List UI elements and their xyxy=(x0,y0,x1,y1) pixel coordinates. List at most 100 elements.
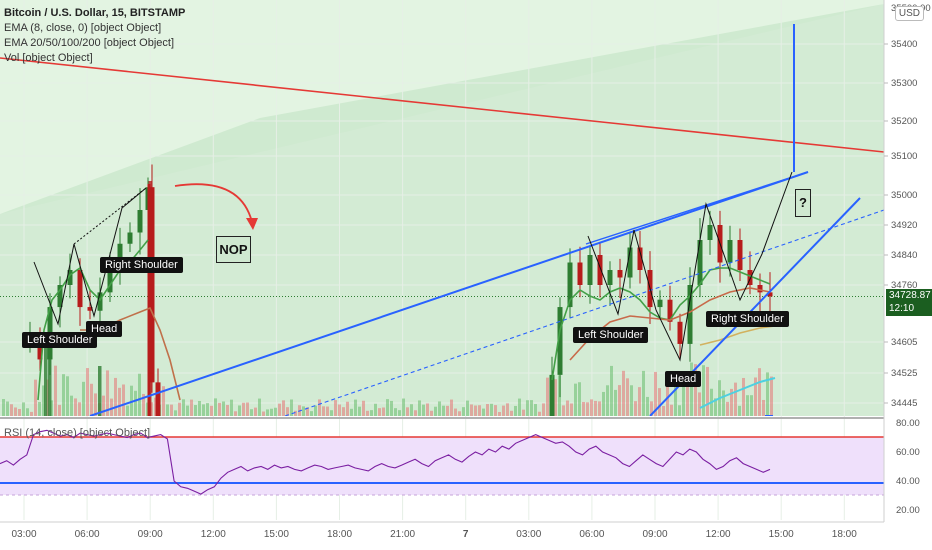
currency-badge[interactable]: USD xyxy=(894,6,924,21)
volume-bar xyxy=(678,405,681,416)
left-shoulder-label-2[interactable]: Left Shoulder xyxy=(573,327,649,343)
candle-body xyxy=(737,240,743,270)
head-label-2[interactable]: Head xyxy=(665,371,702,387)
candle-body xyxy=(627,247,633,278)
legend-title[interactable]: Bitcoin / U.S. Dollar, 15, BITSTAMP xyxy=(4,7,186,19)
chart-legend: Bitcoin / U.S. Dollar, 15, BITSTAMP EMA … xyxy=(4,6,185,66)
volume-bar xyxy=(294,410,297,416)
volume-bar xyxy=(302,406,305,416)
volume-bar xyxy=(250,409,253,416)
volume-bar xyxy=(394,408,397,416)
volume-bar xyxy=(454,408,457,416)
volume-bar xyxy=(526,400,529,416)
volume-bar xyxy=(546,377,549,416)
candle-body xyxy=(137,210,143,233)
right-shoulder-label-2[interactable]: Right Shoulder xyxy=(706,311,789,327)
left-shoulder-label-1[interactable]: Left Shoulder xyxy=(22,332,98,348)
volume-bar xyxy=(182,399,185,416)
volume-bar xyxy=(350,408,353,416)
candle-body xyxy=(155,382,161,416)
volume-bar xyxy=(178,402,181,416)
volume-bar xyxy=(318,399,321,416)
volume-bar xyxy=(386,399,389,416)
volume-bar xyxy=(246,402,249,416)
hs-pattern-right xyxy=(587,171,793,362)
volume-bar xyxy=(606,385,609,416)
volume-bar xyxy=(706,366,709,416)
volume-bar xyxy=(198,400,201,416)
volume-bar xyxy=(482,408,485,416)
candle-body xyxy=(77,270,83,308)
time-axis-tick: 03:00 xyxy=(11,529,36,540)
volume-bar xyxy=(430,410,433,416)
time-axis-tick: 18:00 xyxy=(832,529,857,540)
volume-bar xyxy=(422,404,425,416)
volume-bar xyxy=(222,401,225,416)
candle-body xyxy=(617,270,623,278)
volume-bar xyxy=(26,408,29,416)
rising-wedge-lower xyxy=(89,171,809,416)
volume-bar xyxy=(766,372,769,416)
head-label-1[interactable]: Head xyxy=(86,321,123,337)
candle-body xyxy=(637,247,643,270)
volume-bar xyxy=(630,385,633,416)
candle-body xyxy=(607,270,613,285)
rsi-legend[interactable]: RSI (14, close) [object Object] xyxy=(4,427,151,439)
nop-note[interactable]: NOP xyxy=(216,236,251,263)
volume-bar xyxy=(174,410,177,416)
rising-wedge-upper-1 xyxy=(585,171,809,245)
volume-bar xyxy=(54,365,57,416)
trend-dashed-line xyxy=(284,209,884,416)
volume-bar xyxy=(238,405,241,416)
time-axis-tick: 09:00 xyxy=(138,529,163,540)
price-axis-tick: 35000 xyxy=(891,190,917,201)
volume-bar xyxy=(102,395,105,416)
time-axis-tick: 06:00 xyxy=(75,529,100,540)
time-axis-tick: 15:00 xyxy=(769,529,794,540)
volume-bar xyxy=(230,399,233,416)
volume-bar xyxy=(354,399,357,416)
volume-bar xyxy=(514,405,517,416)
volume-bar xyxy=(398,410,401,416)
question-note[interactable]: ? xyxy=(795,189,811,217)
candle-body xyxy=(549,374,555,416)
volume-bar xyxy=(726,401,729,416)
volume-bar xyxy=(330,410,333,416)
legend-volume[interactable]: Vol [object Object] xyxy=(4,52,93,64)
volume-bar xyxy=(38,401,41,416)
candle-body xyxy=(57,285,63,308)
volume-bar xyxy=(166,404,169,416)
volume-bar xyxy=(646,396,649,416)
legend-ema-8[interactable]: EMA (8, close, 0) [object Object] xyxy=(4,22,162,34)
volume-bar xyxy=(362,400,365,416)
hs-pattern-left xyxy=(33,187,147,326)
volume-bar xyxy=(214,398,217,416)
candle-body xyxy=(117,243,123,270)
pattern-zigzags xyxy=(33,171,793,362)
volume-bar xyxy=(18,408,21,416)
time-axis: 03:00 06:00 09:00 12:00 15:00 18:00 21:00 7 03:0… xyxy=(11,529,857,540)
volume-bar xyxy=(702,365,705,416)
volume-bar xyxy=(226,404,229,416)
volume-bar xyxy=(62,374,65,416)
candle-body xyxy=(747,270,753,285)
volume-bar xyxy=(602,391,605,416)
volume-spike xyxy=(98,366,102,416)
price-axis-tick: 35300 xyxy=(891,78,917,89)
volume-bar xyxy=(590,399,593,416)
right-shoulder-label-1[interactable]: Right Shoulder xyxy=(100,257,183,273)
volume-bar xyxy=(730,388,733,416)
volume-bar xyxy=(742,377,745,416)
price-axis-tick: 35400 xyxy=(891,39,917,50)
time-axis-tick: 03:00 xyxy=(516,529,541,540)
price-axis-tick: 34760 xyxy=(891,280,917,291)
volume-bar xyxy=(638,387,641,416)
legend-ema-ribbon[interactable]: EMA 20/50/100/200 [object Object] xyxy=(4,37,175,49)
volume-bar xyxy=(254,407,257,416)
volume-bar xyxy=(462,407,465,416)
volume-bar xyxy=(270,408,273,416)
volume-bar xyxy=(522,409,525,416)
candle-body xyxy=(687,285,693,344)
volume-bar xyxy=(674,386,677,416)
